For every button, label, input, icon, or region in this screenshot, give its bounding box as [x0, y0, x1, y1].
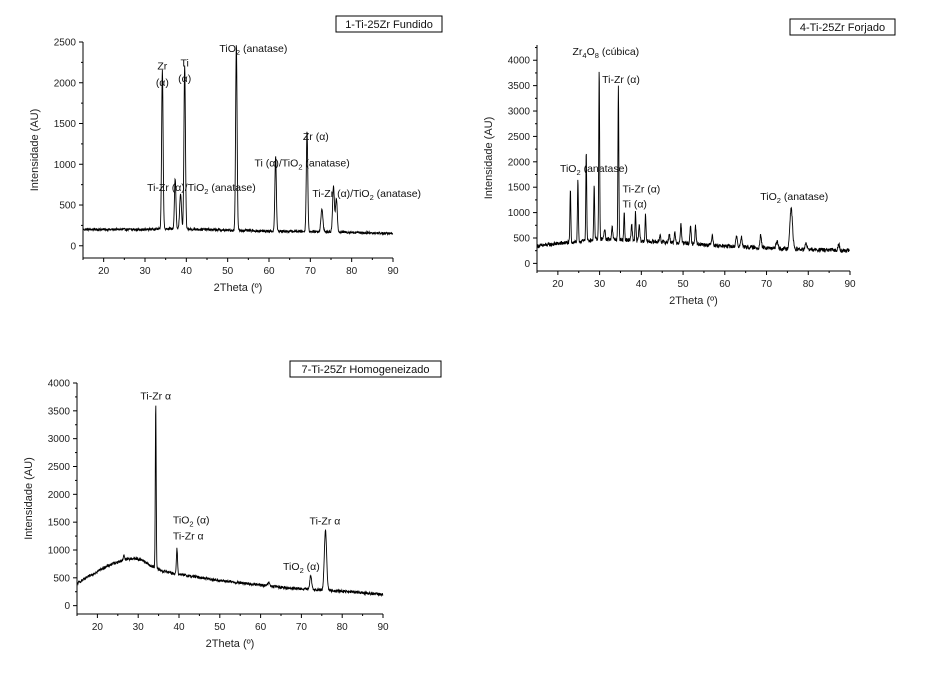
x-tick-label: 90 — [387, 266, 399, 277]
y-axis-title: Intensidade (AU) — [483, 117, 495, 200]
x-tick-label: 60 — [719, 279, 731, 290]
x-tick-label: 40 — [181, 266, 193, 277]
xrd-series-line — [82, 45, 394, 237]
x-tick-label: 60 — [263, 266, 275, 277]
x-tick-label: 70 — [761, 279, 773, 290]
x-axis-title: 2Theta (º) — [214, 282, 263, 294]
peak-annotation: (α) — [156, 77, 169, 89]
peak-annotation: TiO2 (anatase) — [219, 43, 287, 57]
y-tick-label: 0 — [70, 241, 76, 252]
y-tick-label: 2000 — [54, 78, 77, 89]
y-tick-label: 2500 — [54, 38, 77, 49]
x-tick-label: 40 — [173, 622, 185, 633]
y-tick-label: 0 — [524, 259, 530, 270]
x-tick-label: 20 — [92, 622, 104, 633]
peak-annotation: Ti (α) — [623, 199, 647, 211]
peak-annotation: Ti (α)/TiO2 (anatase) — [255, 158, 350, 172]
y-axis-title: Intensidade (AU) — [23, 457, 35, 540]
peak-annotation: Zr — [157, 61, 167, 73]
peak-annotation: Ti-Zr (α) — [602, 74, 640, 86]
peak-annotation: TiO2 (α) — [283, 561, 320, 575]
x-axis-title: 2Theta (º) — [669, 295, 718, 307]
chart-title-box — [789, 18, 896, 36]
y-tick-label: 1500 — [508, 183, 531, 194]
chart-title-box — [335, 15, 443, 33]
y-tick-label: 2500 — [508, 132, 531, 143]
xrd-series-line — [76, 405, 384, 597]
y-tick-label: 1000 — [54, 160, 77, 171]
y-tick-label: 500 — [59, 201, 76, 212]
y-tick-label: 0 — [64, 601, 70, 612]
x-tick-label: 70 — [296, 622, 308, 633]
chart-title: 7-Ti-25Zr Homogeneizado — [302, 364, 430, 376]
peak-annotation: Zr4O8 (cúbica) — [572, 46, 639, 60]
x-tick-label: 40 — [636, 279, 648, 290]
peak-annotation: TiO2 (anatase) — [560, 163, 628, 177]
xrd-series-line — [536, 71, 850, 254]
peak-annotation: Ti-Zr (α)/TiO2 (anatase) — [312, 188, 421, 202]
peak-annotation: Ti — [181, 57, 189, 69]
y-tick-label: 1000 — [508, 208, 531, 219]
y-tick-label: 3500 — [508, 81, 531, 92]
y-tick-label: 1000 — [48, 545, 71, 556]
x-tick-label: 30 — [133, 622, 145, 633]
x-tick-label: 50 — [222, 266, 234, 277]
x-tick-label: 80 — [337, 622, 349, 633]
y-tick-label: 1500 — [48, 518, 71, 529]
peak-annotation: TiO2 (α) — [173, 514, 210, 528]
peak-annotation: Ti-Zr (α)/TiO2 (anatase) — [147, 182, 256, 196]
y-tick-label: 2500 — [48, 462, 71, 473]
y-tick-label: 2000 — [508, 157, 531, 168]
y-tick-label: 1500 — [54, 119, 77, 130]
peak-annotation: Ti-Zr α — [173, 530, 204, 542]
peak-annotation: TiO2 (anatase) — [760, 191, 828, 205]
y-tick-label: 4000 — [48, 379, 71, 390]
peak-annotation: Ti-Zr α — [310, 515, 341, 527]
x-tick-label: 80 — [346, 266, 358, 277]
x-axis-title: 2Theta (º) — [206, 638, 255, 650]
chart-title: 1-Ti-25Zr Fundido — [345, 19, 433, 31]
y-tick-label: 4000 — [508, 56, 531, 67]
y-tick-label: 3500 — [48, 406, 71, 417]
x-tick-label: 90 — [844, 279, 856, 290]
y-tick-label: 500 — [513, 233, 530, 244]
x-tick-label: 50 — [678, 279, 690, 290]
peak-annotation: Zr (α) — [303, 131, 329, 143]
y-tick-label: 3000 — [508, 107, 531, 118]
chart-3: 20 30 40 50 60 70 80 90 0 500 1000 1500 2000 2500 3000… — [23, 360, 442, 650]
peak-annotation: (α) — [178, 73, 191, 85]
x-tick-label: 60 — [255, 622, 267, 633]
chart-title: 4-Ti-25Zr Forjado — [800, 22, 885, 34]
x-tick-label: 20 — [98, 266, 110, 277]
y-tick-label: 3000 — [48, 434, 71, 445]
x-tick-label: 30 — [139, 266, 151, 277]
chart-1: 20 30 40 50 60 70 80 90 0 500 1000 1500 2000 2500 2The… — [29, 15, 443, 294]
peak-annotation: Ti-Zr (α) — [623, 183, 661, 195]
x-tick-label: 30 — [594, 279, 606, 290]
y-tick-label: 2000 — [48, 490, 71, 501]
x-tick-label: 90 — [377, 622, 389, 633]
y-tick-label: 500 — [53, 573, 70, 584]
x-tick-label: 80 — [803, 279, 815, 290]
y-axis-title: Intensidade (AU) — [29, 109, 41, 192]
x-tick-label: 50 — [214, 622, 226, 633]
x-tick-label: 20 — [552, 279, 564, 290]
peak-annotation: Ti-Zr α — [140, 391, 171, 403]
x-tick-label: 70 — [305, 266, 317, 277]
chart-2: 20 30 40 50 60 70 80 90 0 500 1000 1500 2000 2500 3000… — [483, 18, 896, 307]
chart-title-box — [289, 360, 442, 378]
